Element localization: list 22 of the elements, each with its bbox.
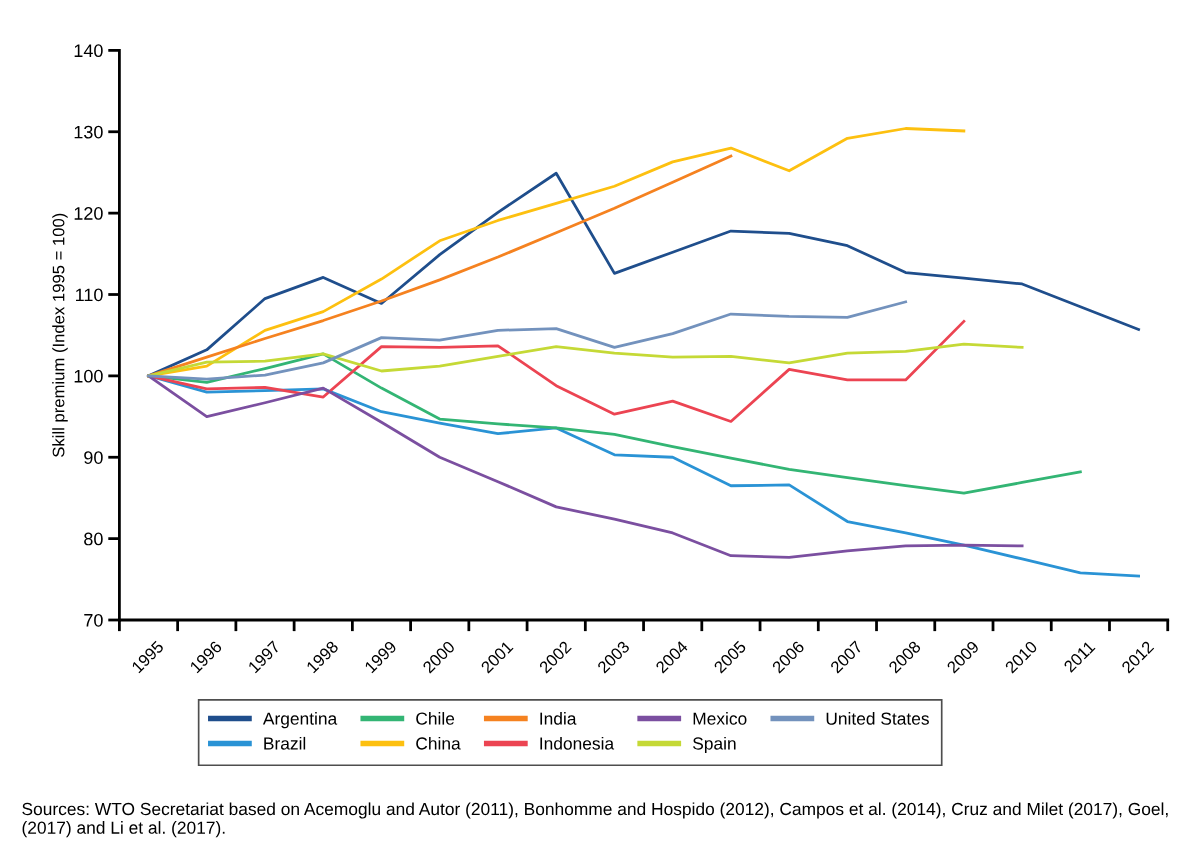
line-series [147, 300, 908, 381]
y-tick-label: 120 [74, 207, 103, 220]
legend-label: Spain [693, 736, 736, 754]
legend-label: Indonesia [540, 736, 615, 750]
y-tick-label: 80 [84, 532, 103, 546]
legend-label: Mexico [693, 712, 747, 725]
line-series [147, 342, 1024, 378]
y-tick-label: 70 [84, 613, 103, 627]
legend-label: Chile [416, 712, 455, 725]
y-tick-label: 90 [84, 451, 103, 464]
y-axis-title: Skill premium (Index 1995 = 100) [52, 213, 68, 457]
y-tick-label: 110 [76, 288, 103, 302]
legend-label: China [416, 736, 461, 750]
source-note: Sources: WTO Secretariat based on Acemoglu and Autor (2011), Bonhomme and Hospido (2012), Campos et al. (2014), Cruz and Milet (2017), Goel, (2017) and Li et al. (2017). [22, 802, 1168, 838]
y-tick-label: 130 [74, 125, 103, 139]
y-tick-label: 140 [74, 44, 103, 58]
legend-label: Argentina [262, 712, 338, 729]
legend-label: United States [826, 712, 929, 725]
line-series [147, 374, 1024, 559]
legend-label: India [540, 712, 577, 725]
legend-label: Brazil [264, 736, 306, 750]
y-tick-label: 100 [74, 369, 103, 383]
